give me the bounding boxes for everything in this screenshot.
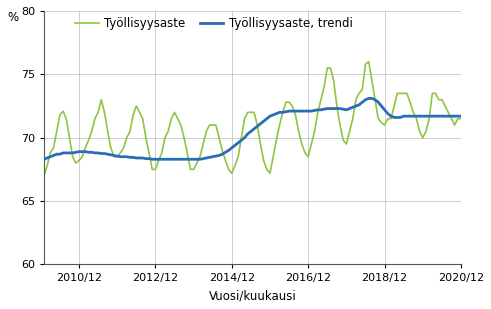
- Työllisyysaste: [92, 117, 98, 121]
- Työllisyysaste: [168, 117, 174, 121]
- Työllisyysaste: [458, 117, 464, 121]
- Työllisyysaste: [366, 60, 372, 64]
- Line: Työllisyysaste, trendi: Työllisyysaste, trendi: [44, 98, 461, 159]
- Työllisyysaste, trendi: [366, 96, 372, 100]
- Työllisyysaste: [181, 136, 187, 140]
- Työllisyysaste, trendi: [41, 157, 47, 161]
- Työllisyysaste, trendi: [458, 114, 464, 118]
- Työllisyysaste: [41, 174, 47, 178]
- Line: Työllisyysaste: Työllisyysaste: [44, 62, 461, 176]
- Työllisyysaste: [76, 159, 82, 163]
- Työllisyysaste, trendi: [382, 108, 387, 112]
- Y-axis label: %: %: [7, 11, 18, 24]
- Työllisyysaste: [382, 123, 387, 127]
- Työllisyysaste, trendi: [379, 104, 384, 108]
- Työllisyysaste, trendi: [168, 157, 174, 161]
- X-axis label: Vuosi/kuukausi: Vuosi/kuukausi: [209, 289, 297, 302]
- Työllisyysaste, trendi: [92, 151, 98, 155]
- Työllisyysaste: [379, 121, 384, 124]
- Työllisyysaste, trendi: [76, 150, 82, 154]
- Legend: Työllisyysaste, Työllisyysaste, trendi: Työllisyysaste, Työllisyysaste, trendi: [75, 17, 353, 30]
- Työllisyysaste, trendi: [181, 157, 187, 161]
